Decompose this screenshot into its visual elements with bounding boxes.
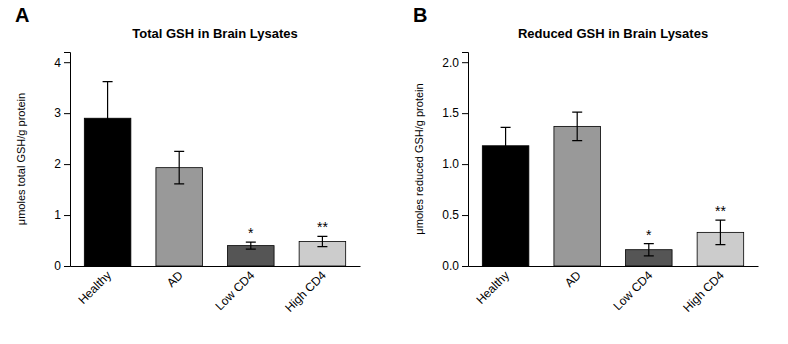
- tick: AD: [562, 268, 584, 290]
- tick-mark: [462, 62, 468, 63]
- tick: High CD4: [282, 268, 329, 315]
- tick-label: AD: [164, 268, 186, 290]
- tick: 2: [54, 157, 70, 171]
- tick: Low CD4: [611, 268, 656, 313]
- title: Total GSH in Brain Lysates: [132, 26, 297, 41]
- tick: 2.0: [442, 56, 468, 70]
- tick: Healthy: [473, 268, 512, 307]
- y-axis-title: μmoles total GSH/g protein: [15, 93, 27, 225]
- bar: [554, 126, 601, 266]
- tick: 4: [54, 56, 70, 70]
- y-axis: 0 1 2 3 4: [54, 53, 70, 274]
- tick-label: 0.0: [442, 259, 459, 273]
- error-bar: [715, 220, 725, 244]
- tick-label: Healthy: [75, 268, 114, 307]
- tick-mark: [462, 164, 468, 165]
- tick-mark: [64, 266, 70, 267]
- axis-line: [462, 53, 469, 267]
- significance-label: **: [317, 219, 328, 235]
- y-axis-title: μmoles reduced GSH/g protein: [413, 83, 425, 234]
- tick-label: Low CD4: [213, 268, 258, 313]
- tick-mark: [64, 164, 70, 165]
- error-bar: [103, 82, 113, 155]
- tick-mark: [64, 62, 70, 63]
- tick: AD: [164, 268, 186, 290]
- chart-root: 0 1 2 3 4 Healthy AD Low CD4 High CD4 Total GSH i…: [0, 0, 788, 344]
- tick-label: Low CD4: [611, 268, 656, 313]
- tick-label: 2: [54, 157, 61, 171]
- error-bar: [501, 127, 511, 164]
- tick-label: Healthy: [473, 268, 512, 307]
- axis-line: [469, 266, 759, 267]
- marks: [482, 112, 743, 266]
- tick-label: 1: [54, 208, 61, 222]
- tick-mark: [462, 113, 468, 114]
- axis-line: [64, 53, 71, 267]
- tick-label: 1.5: [442, 106, 459, 120]
- tick-label: 2.0: [442, 56, 459, 70]
- x-axis: Healthy AD Low CD4 High CD4: [71, 267, 361, 315]
- axis-line: [71, 266, 361, 267]
- tick-mark: [462, 266, 468, 267]
- tick: 1.5: [442, 106, 468, 120]
- tick-label: 0.5: [442, 208, 459, 222]
- error-bar: [572, 112, 582, 141]
- tick: 0.0: [442, 259, 468, 273]
- marks: [84, 82, 345, 266]
- tick: Healthy: [75, 268, 114, 307]
- title: Reduced GSH in Brain Lysates: [518, 26, 708, 41]
- error-bar: [246, 242, 256, 249]
- tick: Low CD4: [213, 268, 258, 313]
- tick-mark: [64, 113, 70, 114]
- error-bar: [644, 244, 654, 256]
- tick-mark: [462, 215, 468, 216]
- tick: High CD4: [680, 268, 727, 315]
- tick-label: 0: [54, 259, 61, 273]
- tick-mark: [64, 215, 70, 216]
- significance-label: *: [646, 227, 652, 243]
- tick-label: 4: [54, 56, 61, 70]
- tick: 1: [54, 208, 70, 222]
- panel-label: B: [413, 4, 427, 26]
- panel: 0.0 0.5 1.0 1.5 2.0 Healthy AD Low CD4 High CD4 R…: [413, 4, 759, 315]
- tick: 0.5: [442, 208, 468, 222]
- panel: 0 1 2 3 4 Healthy AD Low CD4 High CD4 Total GSH i…: [15, 4, 361, 315]
- y-axis: 0.0 0.5 1.0 1.5 2.0: [442, 53, 468, 274]
- tick-label: High CD4: [282, 268, 329, 315]
- panel-label: A: [15, 4, 29, 26]
- tick: 0: [54, 259, 70, 273]
- x-axis: Healthy AD Low CD4 High CD4: [469, 267, 759, 315]
- significance-label: *: [248, 225, 254, 241]
- tick: 3: [54, 106, 70, 120]
- tick-label: AD: [562, 268, 584, 290]
- tick-label: 3: [54, 106, 61, 120]
- tick: 1.0: [442, 157, 468, 171]
- significance-label: **: [715, 203, 726, 219]
- error-bar: [174, 151, 184, 184]
- tick-label: 1.0: [442, 157, 459, 171]
- error-bar: [317, 236, 327, 246]
- tick-label: High CD4: [680, 268, 727, 315]
